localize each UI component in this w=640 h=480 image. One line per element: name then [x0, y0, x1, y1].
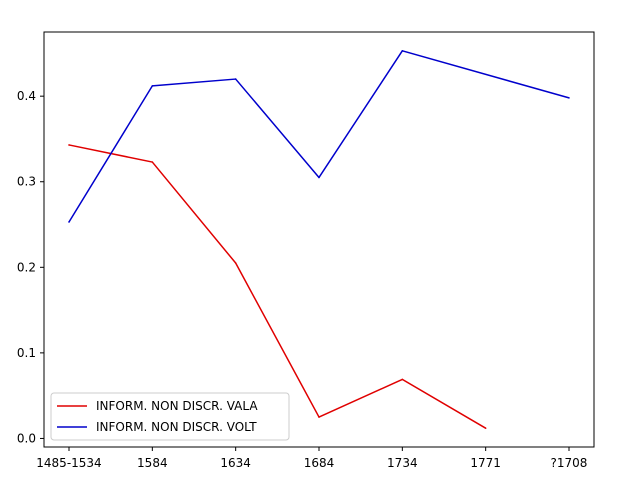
data-point	[151, 161, 154, 163]
legend-box	[50, 392, 290, 441]
y-tick-label: 0.2	[17, 260, 36, 274]
x-tick-label: ?1708	[551, 456, 588, 470]
y-tick-label: 0.0	[17, 431, 36, 445]
data-point	[318, 176, 320, 179]
x-tick-label: 1771	[470, 456, 501, 470]
y-tick-label: 0.1	[17, 346, 36, 360]
data-point	[318, 416, 320, 418]
data-point	[234, 262, 237, 264]
data-point	[401, 378, 404, 381]
data-point	[151, 85, 154, 87]
x-tick-label: 1485-1534	[36, 456, 101, 470]
y-tick-label: 0.3	[17, 175, 36, 189]
y-tick-label: 0.4	[17, 89, 36, 103]
series-line-2	[68, 50, 570, 223]
data-point	[68, 144, 70, 146]
data-point	[68, 221, 70, 223]
legend-label: INFORM. NON DISCR. VOLT	[96, 420, 257, 434]
x-tick-label: 1684	[304, 456, 335, 470]
data-point	[568, 97, 570, 99]
legend-label: INFORM. NON DISCR. VALA	[96, 399, 258, 413]
legend: INFORM. NON DISCR. VALA INFORM. NON DISCR…	[50, 392, 290, 441]
x-tick-label: 1584	[137, 456, 168, 470]
data-point	[401, 50, 404, 52]
x-tick-label: 1634	[220, 456, 251, 470]
data-point	[484, 427, 487, 429]
data-point	[234, 78, 237, 80]
series-line-1	[68, 144, 487, 429]
axis-layer: 1485-1534 1584 1634 1684 1734 1771 ?1708 0.0 0.1…	[17, 89, 588, 470]
x-tick-label: 1734	[387, 456, 418, 470]
series-layer	[68, 50, 570, 429]
